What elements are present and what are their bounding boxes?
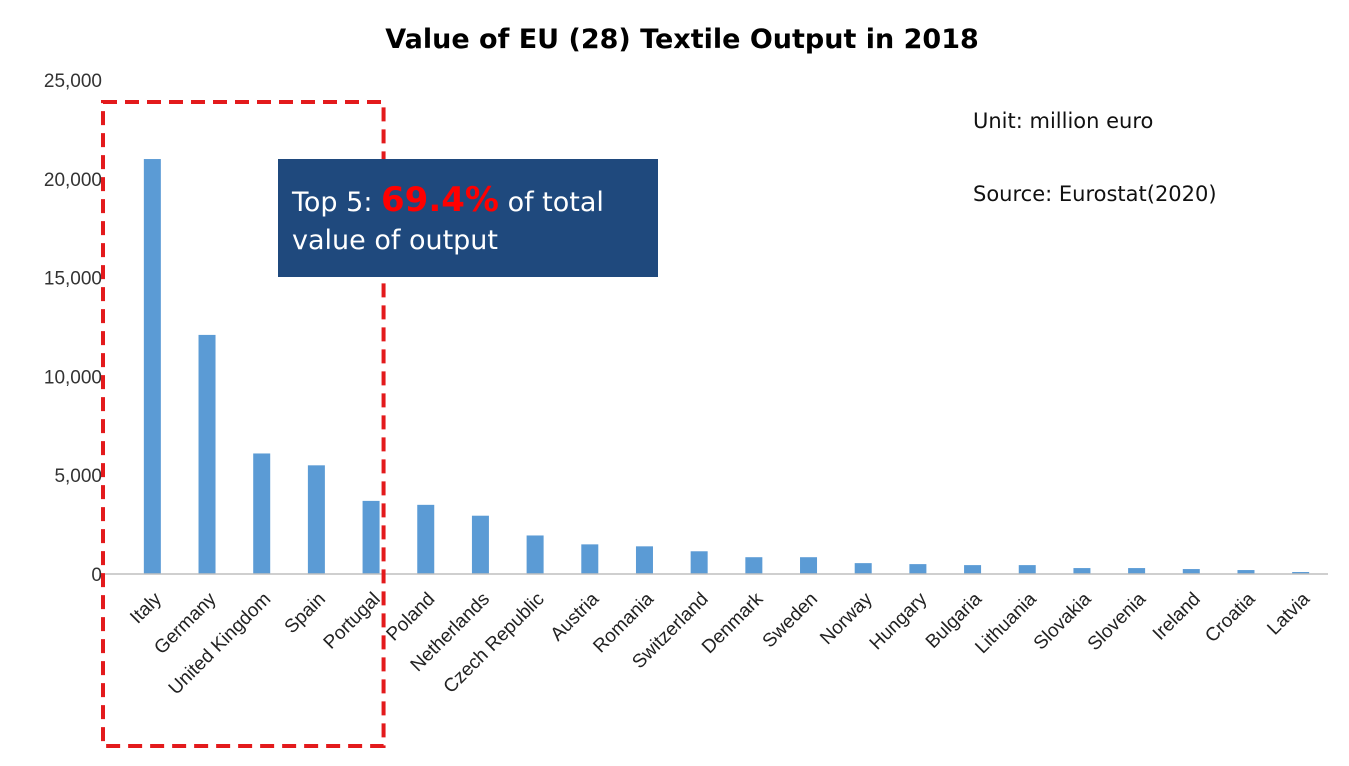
bar-norway (854, 563, 872, 574)
y-tick-label: 25,000 (44, 71, 102, 92)
y-tick-label: 5,000 (54, 466, 102, 487)
bar-slovakia (1073, 568, 1091, 574)
top5-highlight-box (101, 100, 386, 748)
bar-poland (417, 504, 435, 574)
bar-croatia (1237, 570, 1255, 574)
bar-switzerland (690, 551, 708, 574)
bars (143, 159, 1310, 575)
bar-lithuania (1018, 565, 1036, 574)
x-tick-label: Portugal (320, 589, 385, 654)
bar-hungary (909, 564, 927, 574)
chart-title: Value of EU (28) Textile Output in 2018 (385, 24, 979, 55)
y-tick-label: 20,000 (44, 170, 102, 191)
x-tick-label: Latvia (1263, 588, 1314, 639)
bar-romania (635, 546, 653, 574)
bar-germany (198, 334, 216, 574)
callout-suffix: of total value of output (292, 187, 604, 256)
bar-denmark (745, 557, 763, 574)
source-note: Source: Eurostat(2020) (973, 182, 1217, 206)
bar-latvia (1292, 572, 1310, 574)
bar-austria (581, 544, 599, 574)
x-tick-label: United Kingdom (165, 589, 275, 699)
bar-slovenia (1128, 568, 1146, 574)
y-tick-label: 10,000 (44, 367, 102, 388)
callout-prefix: Top 5: (292, 187, 382, 218)
x-tick-label: Lithuania (971, 588, 1041, 658)
y-tick-label: 0 (91, 565, 102, 586)
bar-netherlands (471, 515, 489, 574)
bar-bulgaria (964, 565, 982, 574)
x-tick-label: Slovenia (1084, 588, 1151, 655)
x-tick-label: Czech Republic (440, 589, 549, 698)
top5-callout: Top 5: 69.4% of total value of output (278, 159, 658, 277)
bar-ireland (1182, 569, 1200, 574)
y-axis: 0 5,000 10,000 15,000 20,000 25,000 (44, 71, 102, 586)
x-tick-label: Croatia (1201, 588, 1259, 646)
y-tick-label: 15,000 (44, 269, 102, 290)
bar-united-kingdom (253, 453, 271, 574)
bar-spain (307, 465, 325, 574)
x-tick-label: Denmark (698, 588, 768, 658)
x-tick-label: Ireland (1149, 589, 1205, 645)
x-tick-label: Sweden (759, 589, 822, 652)
x-tick-label: Slovakia (1030, 588, 1096, 654)
bar-sweden (800, 557, 818, 574)
bar-czech-republic (526, 535, 544, 574)
bar-italy (143, 159, 161, 575)
callout-percent: 69.4% (381, 180, 499, 220)
x-tick-label: Spain (281, 589, 330, 638)
unit-note: Unit: million euro (973, 109, 1153, 133)
bar-portugal (362, 500, 380, 574)
x-tick-label: Hungary (866, 588, 932, 654)
x-tick-label: Italy (126, 588, 166, 628)
